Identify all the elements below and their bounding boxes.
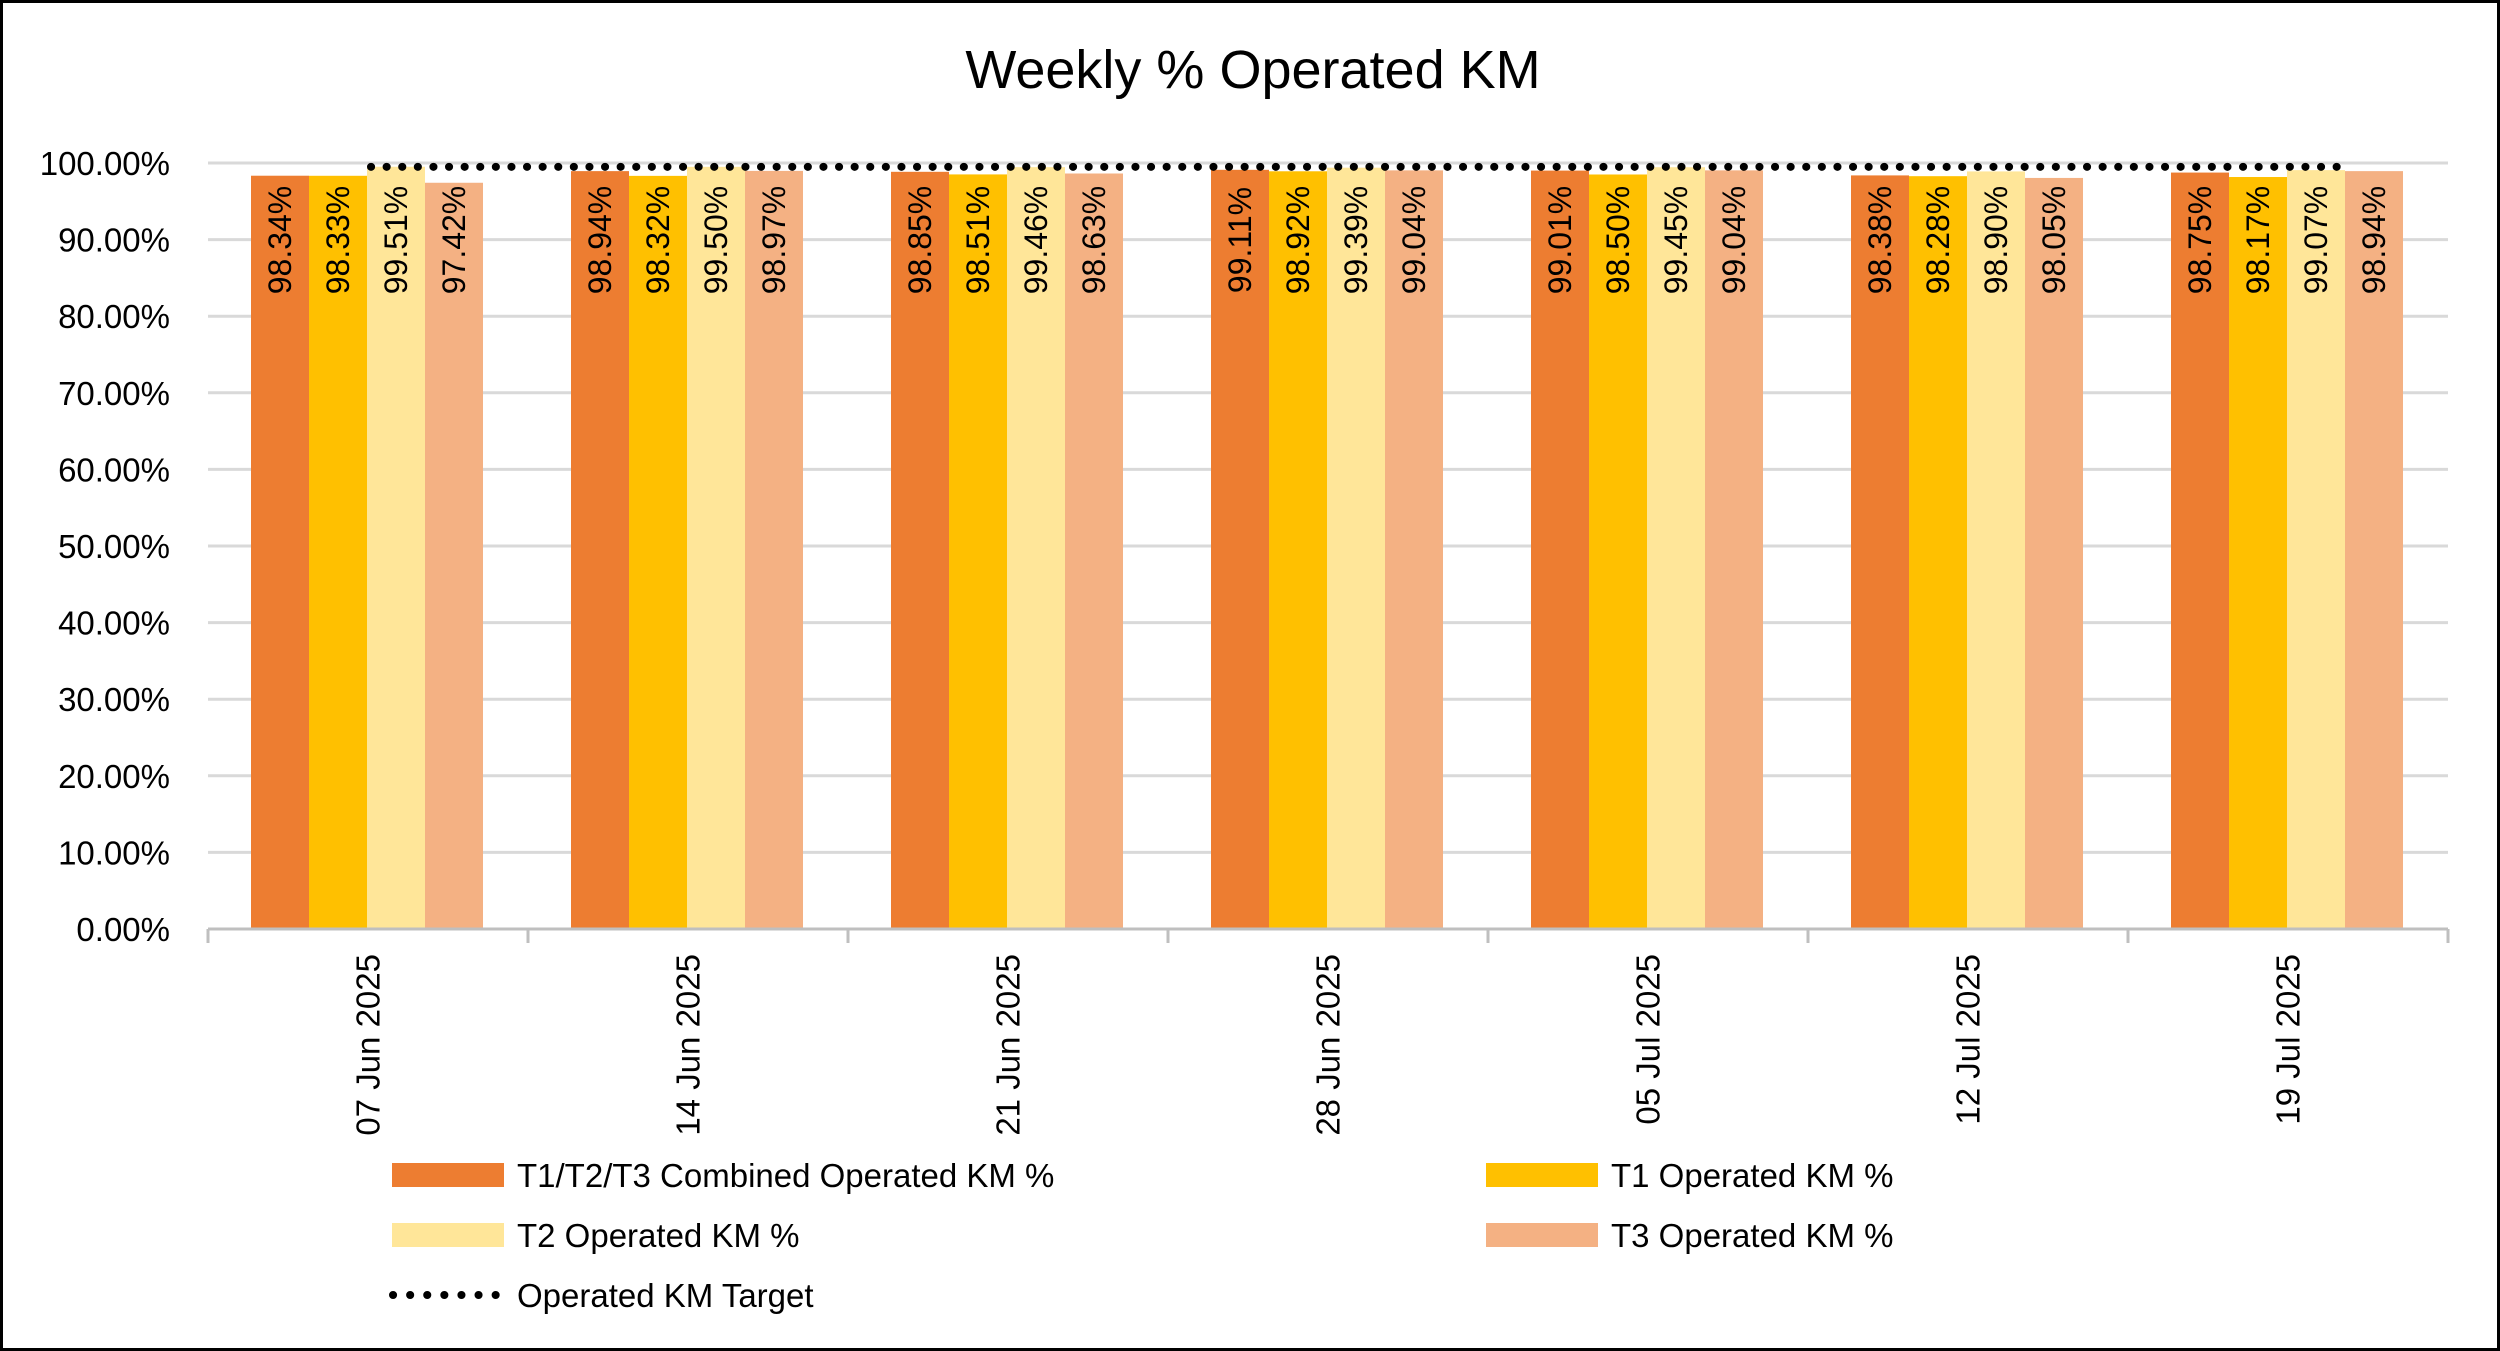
bar	[745, 170, 803, 930]
data-label: 98.90%	[1978, 186, 2014, 295]
data-label: 99.11%	[1222, 187, 1258, 293]
bars	[251, 166, 2403, 930]
x-tick-label: 07 Jun 2025	[350, 954, 387, 1136]
bar	[571, 171, 629, 929]
bar	[367, 166, 425, 929]
bar	[2229, 177, 2287, 929]
bar	[1909, 176, 1967, 930]
bar	[2287, 170, 2345, 930]
data-label: 98.32%	[640, 186, 676, 295]
bar	[1327, 167, 1385, 929]
bar	[1967, 171, 2025, 929]
x-tick-label: 28 Jun 2025	[1310, 954, 1347, 1136]
bar	[1211, 169, 1269, 930]
data-label: 98.85%	[902, 186, 938, 295]
y-tick-label: 50.00%	[58, 528, 170, 565]
data-label: 99.45%	[1658, 186, 1694, 295]
bar	[1385, 170, 1443, 929]
bar	[251, 175, 309, 930]
y-tick-label: 0.00%	[76, 911, 170, 948]
bar	[1531, 170, 1589, 930]
data-label: 98.50%	[1600, 186, 1636, 295]
x-tick-label: 12 Jul 2025	[1950, 954, 1987, 1125]
legend-label: T1 Operated KM %	[1611, 1157, 1893, 1194]
bar	[1851, 175, 1909, 930]
bar	[629, 175, 687, 930]
bar	[425, 182, 483, 929]
bar	[2171, 172, 2229, 929]
data-label: 99.46%	[1018, 186, 1054, 295]
y-tick-label: 10.00%	[58, 834, 170, 871]
y-tick-label: 40.00%	[58, 605, 170, 642]
y-axis-tick-labels: 0.00% 10.00% 20.00% 30.00% 40.00% 50.00% 60.00…	[40, 145, 170, 948]
data-label: 99.50%	[698, 186, 734, 295]
bar	[2345, 171, 2403, 929]
x-axis-tick-labels: 07 Jun 2025 14 Jun 2025 21 Jun 2025 28 Jun …	[350, 954, 2307, 1136]
y-tick-label: 30.00%	[58, 681, 170, 718]
legend-swatch	[392, 1163, 504, 1187]
data-label: 98.28%	[1920, 186, 1956, 295]
data-label: 99.04%	[1396, 186, 1432, 295]
y-tick-label: 80.00%	[58, 298, 170, 335]
data-label: 98.51%	[960, 186, 996, 295]
bar	[309, 175, 367, 929]
bar	[1705, 170, 1763, 929]
y-tick-label: 20.00%	[58, 758, 170, 795]
data-label: 98.34%	[262, 186, 298, 295]
data-label: 98.97%	[756, 186, 792, 295]
bar	[949, 174, 1007, 930]
legend-label: T1/T2/T3 Combined Operated KM %	[517, 1157, 1054, 1194]
legend-label: T3 Operated KM %	[1611, 1217, 1893, 1254]
legend-swatch	[1486, 1163, 1598, 1187]
legend-swatch	[1486, 1223, 1598, 1247]
data-label: 98.63%	[1076, 186, 1112, 295]
data-label: 98.75%	[2182, 186, 2218, 295]
bar	[1065, 173, 1123, 929]
data-label: 99.39%	[1338, 186, 1374, 295]
data-label: 98.33%	[320, 186, 356, 295]
x-axis	[206, 927, 2450, 943]
legend: T1/T2/T3 Combined Operated KM % T1 Operat…	[389, 1157, 1893, 1314]
data-label: 99.51%	[378, 186, 414, 295]
bar	[891, 171, 949, 929]
data-label: 99.04%	[1716, 186, 1752, 295]
x-tick-label: 19 Jul 2025	[2270, 954, 2307, 1125]
data-label: 98.92%	[1280, 186, 1316, 295]
legend-label: Operated KM Target	[517, 1277, 814, 1314]
data-label: 98.05%	[2036, 186, 2072, 295]
bar	[1647, 167, 1705, 929]
data-label: 98.17%	[2240, 186, 2276, 295]
x-tick-label: 14 Jun 2025	[670, 954, 707, 1136]
bar	[687, 166, 745, 929]
x-tick-label: 21 Jun 2025	[990, 954, 1027, 1136]
legend-label: T2 Operated KM %	[517, 1217, 799, 1254]
data-label: 98.38%	[1862, 186, 1898, 295]
data-label: 98.94%	[582, 186, 618, 295]
y-tick-label: 90.00%	[58, 222, 170, 259]
y-tick-label: 60.00%	[58, 451, 170, 488]
x-tick-label: 05 Jul 2025	[1630, 954, 1667, 1125]
y-tick-label: 70.00%	[58, 375, 170, 412]
data-labels: 98.34% 98.33% 99.51% 97.42% 98.94% 98.32% 99.5…	[262, 186, 2392, 295]
bar	[1007, 167, 1065, 929]
data-label: 99.07%	[2298, 186, 2334, 295]
bar	[1589, 174, 1647, 930]
legend-swatch	[392, 1223, 504, 1247]
bar	[1269, 171, 1327, 929]
data-label: 97.42%	[436, 186, 472, 295]
data-label: 98.94%	[2356, 186, 2392, 295]
chart-title: Weekly % Operated KM	[965, 40, 1540, 100]
y-tick-label: 100.00%	[40, 145, 170, 182]
bar	[2025, 177, 2083, 929]
data-label: 99.01%	[1542, 186, 1578, 295]
